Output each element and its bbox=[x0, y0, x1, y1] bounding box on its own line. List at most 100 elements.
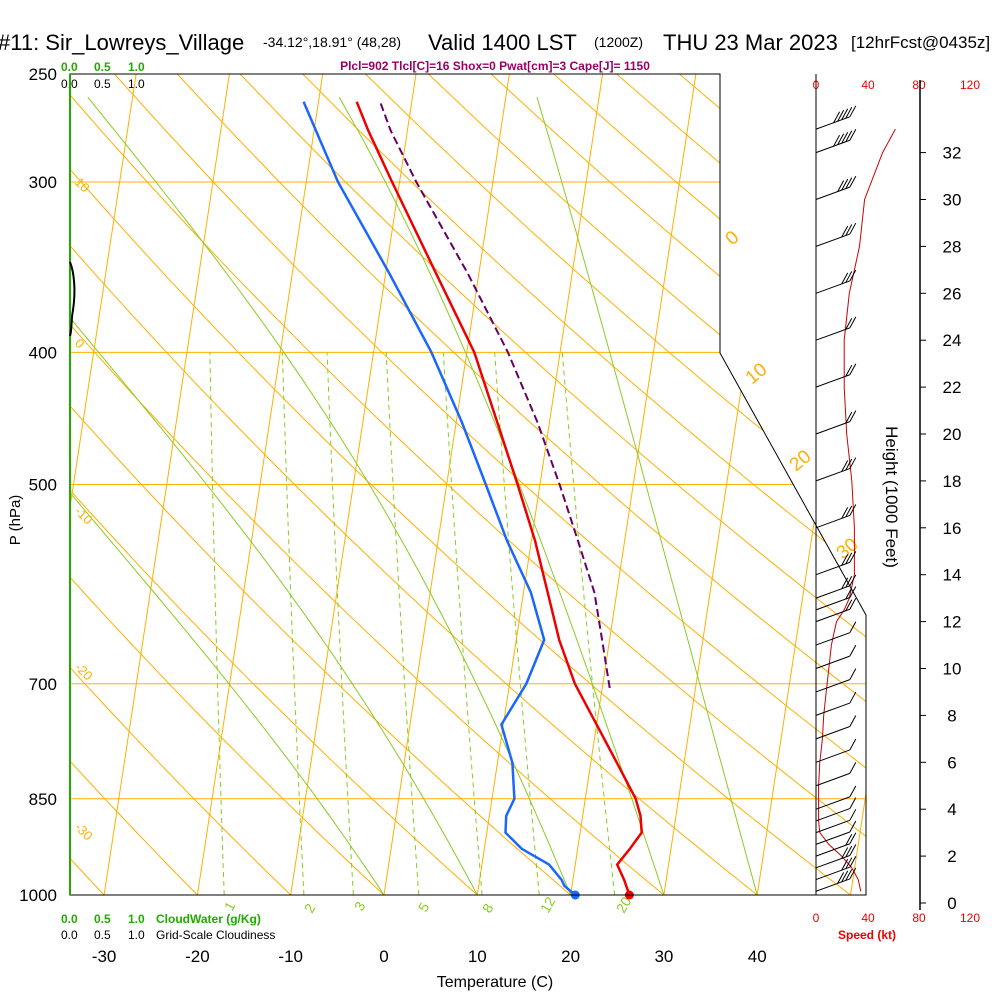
cloud-scale-top-black-1: 0.5 bbox=[94, 77, 111, 91]
wind-barb-shaft bbox=[815, 878, 850, 892]
p-tick-label: 1000 bbox=[19, 886, 57, 905]
wind-barb bbox=[815, 797, 857, 822]
wind-barb-flag bbox=[841, 554, 849, 566]
wind-scale-top-2: 80 bbox=[912, 78, 926, 92]
cloud-scale-bottom-green-0: 0.0 bbox=[61, 912, 78, 926]
valid-date: THU 23 Mar 2023 bbox=[663, 30, 838, 55]
wind-barb bbox=[815, 691, 857, 716]
dry-adiabat bbox=[531, 74, 866, 895]
x-tick-label: -30 bbox=[92, 947, 117, 966]
height-tick-label: 2 bbox=[947, 847, 956, 866]
wind-barb-shaft bbox=[815, 421, 850, 435]
wind-barb-shaft bbox=[815, 186, 850, 200]
dry-adiabat bbox=[354, 74, 866, 895]
wind-barb-shaft bbox=[815, 468, 850, 482]
plot-frame bbox=[69, 73, 867, 896]
wind-barb bbox=[815, 738, 857, 763]
height-tick-label: 26 bbox=[943, 284, 962, 303]
isotherm-label-left: -10 bbox=[72, 504, 96, 528]
height-tick-label: 28 bbox=[943, 237, 962, 256]
wind-barb-shaft bbox=[815, 327, 850, 341]
isotherm-line bbox=[70, 74, 137, 895]
wind-barb-flag bbox=[849, 738, 857, 751]
wind-barb-flag bbox=[849, 551, 857, 563]
wind-barb-flag bbox=[849, 844, 857, 856]
cloud-scale-top: 0.0 0.5 1.0 0.0 0.5 1.0 bbox=[61, 60, 145, 91]
wind-barb-flag bbox=[845, 552, 853, 565]
wind-barb-flag bbox=[841, 272, 849, 285]
height-tick-label: 8 bbox=[947, 706, 956, 725]
moist-adiabat bbox=[70, 96, 478, 895]
wind-scale-bottom-1: 40 bbox=[861, 911, 875, 925]
x-tick-label: 30 bbox=[654, 947, 673, 966]
wind-barb bbox=[815, 855, 857, 881]
wind-barb-flag bbox=[841, 131, 849, 144]
wind-barb-flag bbox=[841, 178, 849, 191]
p-tick-label: 300 bbox=[29, 173, 57, 192]
isotherm-label-right: 10 bbox=[742, 359, 772, 389]
wind-scale-bottom-2: 80 bbox=[912, 911, 926, 925]
dry-adiabat bbox=[0, 0, 37, 924]
mixing-ratio-line bbox=[561, 352, 616, 895]
wind-barb bbox=[815, 222, 857, 247]
wind-barb bbox=[815, 832, 857, 857]
dry-adiabat bbox=[648, 74, 866, 895]
wind-barb-flag bbox=[849, 410, 857, 422]
wind-barb bbox=[815, 762, 857, 787]
cloud-scale-bottom: 0.0 0.5 1.0 CloudWater (g/Kg) 0.0 0.5 1.… bbox=[61, 912, 275, 942]
cloudiness-label: Grid-Scale Cloudiness bbox=[156, 928, 275, 942]
wind-barb bbox=[815, 644, 857, 669]
wind-barb-flag bbox=[837, 133, 845, 145]
moist-adiabat bbox=[338, 96, 665, 895]
dry-adiabat bbox=[177, 74, 866, 895]
wind-barb-flag bbox=[849, 691, 857, 704]
wind-barb-shaft bbox=[815, 655, 850, 669]
wind-barb-shaft bbox=[815, 116, 850, 130]
wind-barb-shaft bbox=[815, 514, 850, 529]
wind-barb bbox=[815, 574, 857, 599]
mixing-ratio-line bbox=[281, 352, 305, 895]
wind-barb-flag bbox=[833, 111, 841, 123]
x-axis-label: Temperature (C) bbox=[437, 974, 553, 991]
speed-label: Speed (kt) bbox=[838, 928, 896, 942]
wind-barb bbox=[815, 621, 857, 646]
wind-barb-flag bbox=[849, 785, 857, 798]
wind-scale-top-3: 120 bbox=[960, 78, 980, 92]
moist-adiabat bbox=[70, 96, 385, 895]
wind-barb-flag bbox=[833, 134, 841, 147]
isotherm-line bbox=[196, 74, 324, 895]
wind-barb bbox=[815, 504, 857, 529]
series-temperature bbox=[355, 101, 643, 896]
wind-barb-shaft bbox=[815, 831, 850, 845]
wind-profile bbox=[815, 74, 896, 895]
cloudiness-trace bbox=[69, 261, 76, 337]
wind-barb-flag bbox=[837, 180, 845, 192]
x-tick-label: 0 bbox=[379, 947, 388, 966]
x-tick-label: 20 bbox=[561, 947, 580, 966]
mixing-ratio-line bbox=[209, 352, 225, 895]
dry-adiabat bbox=[295, 74, 866, 895]
wind-scale-bottom-0: 0 bbox=[813, 911, 820, 925]
cloud-scale-bottom-black-0: 0.0 bbox=[61, 928, 78, 942]
wind-barb-shaft bbox=[815, 632, 850, 646]
wind-barb bbox=[815, 844, 857, 869]
dry-adiabat bbox=[70, 74, 866, 895]
moist-adiabat bbox=[536, 97, 758, 895]
wind-barb-flag bbox=[841, 858, 849, 871]
wind-barb-flag bbox=[849, 715, 857, 727]
wind-barb bbox=[815, 457, 857, 482]
p-tick-label: 400 bbox=[29, 343, 57, 362]
isotherm-line bbox=[290, 74, 417, 895]
wind-barb-flag bbox=[841, 507, 849, 519]
wind-barb-shaft bbox=[815, 772, 850, 787]
cloud-scale-bottom-green-1: 0.5 bbox=[94, 912, 111, 926]
dry-adiabat bbox=[70, 74, 700, 895]
isotherm-label-left: 0 bbox=[72, 336, 88, 352]
valid-time: Valid 1400 LST bbox=[428, 30, 577, 55]
wind-barb-flag bbox=[845, 458, 853, 471]
mixing-ratio-label: 3 bbox=[351, 899, 369, 914]
wind-barb-flag bbox=[849, 855, 857, 868]
wind-barb-flag bbox=[845, 869, 853, 881]
x-tick-label: -10 bbox=[278, 947, 303, 966]
